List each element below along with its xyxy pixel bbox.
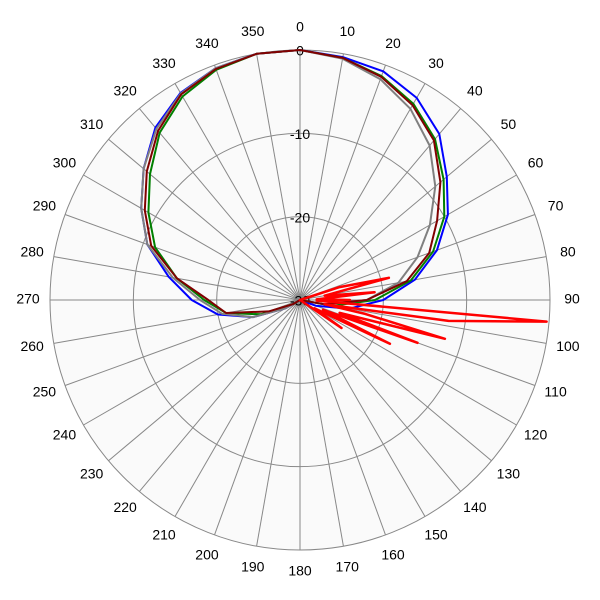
spoke	[83, 174, 301, 301]
angle-label: 330	[152, 55, 176, 71]
angle-label: 50	[501, 116, 517, 132]
spoke	[299, 299, 426, 517]
angle-label: 240	[53, 427, 77, 443]
angle-label: 10	[339, 23, 355, 39]
spoke	[299, 299, 517, 426]
series-line	[140, 49, 437, 319]
angle-label: 0	[296, 19, 304, 35]
angle-label: 140	[463, 499, 487, 515]
angle-label: 100	[556, 338, 580, 354]
angle-label: 250	[33, 384, 57, 400]
angle-label: 320	[113, 82, 137, 98]
angle-label: 160	[381, 546, 405, 562]
angle-label: 350	[241, 23, 265, 39]
angle-label: 200	[195, 546, 219, 562]
spoke	[83, 299, 301, 426]
angle-label: 310	[80, 116, 104, 132]
radial-label: -10	[290, 126, 310, 142]
grid-circle	[132, 132, 468, 468]
series-line	[143, 49, 442, 314]
angle-label: 70	[548, 198, 564, 214]
angle-label: 300	[53, 155, 77, 171]
spoke	[299, 138, 492, 301]
angle-label: 90	[564, 291, 580, 307]
spoke	[299, 299, 386, 536]
spoke	[108, 299, 301, 462]
series-line	[298, 276, 548, 346]
angle-label: 40	[467, 82, 483, 98]
radial-label: -20	[290, 209, 310, 225]
spoke	[299, 53, 344, 301]
spoke	[64, 214, 301, 301]
angle-label: 290	[33, 198, 57, 214]
spoke	[214, 299, 301, 536]
spoke	[138, 108, 301, 301]
angle-label: 340	[195, 35, 219, 51]
angle-label: 110	[544, 384, 567, 400]
spoke	[299, 174, 517, 301]
spoke	[299, 83, 426, 301]
angle-label: 210	[152, 526, 176, 542]
spoke	[256, 299, 301, 547]
angle-label: 80	[560, 243, 576, 259]
spoke	[174, 299, 301, 517]
spoke	[174, 83, 301, 301]
spoke	[138, 299, 301, 492]
angle-label: 260	[20, 338, 44, 354]
angle-label: 120	[524, 427, 548, 443]
angle-label: 230	[80, 466, 104, 482]
spoke	[108, 138, 301, 301]
angle-label: 150	[424, 526, 448, 542]
angle-label: 30	[428, 55, 444, 71]
spoke	[214, 64, 301, 301]
spoke	[299, 299, 344, 547]
spoke	[299, 64, 386, 301]
angle-label: 270	[16, 291, 40, 307]
angle-label: 180	[288, 563, 312, 579]
angle-label: 60	[528, 155, 544, 171]
angle-label: 130	[497, 466, 521, 482]
angle-label: 170	[336, 559, 360, 575]
angle-label: 220	[113, 499, 137, 515]
spoke	[256, 53, 301, 301]
angle-label: 20	[385, 35, 401, 51]
spoke	[53, 299, 301, 344]
spoke	[299, 299, 462, 492]
angle-label: 190	[241, 559, 265, 575]
spoke	[299, 299, 492, 462]
angle-label: 280	[20, 243, 44, 259]
spoke	[299, 256, 547, 301]
